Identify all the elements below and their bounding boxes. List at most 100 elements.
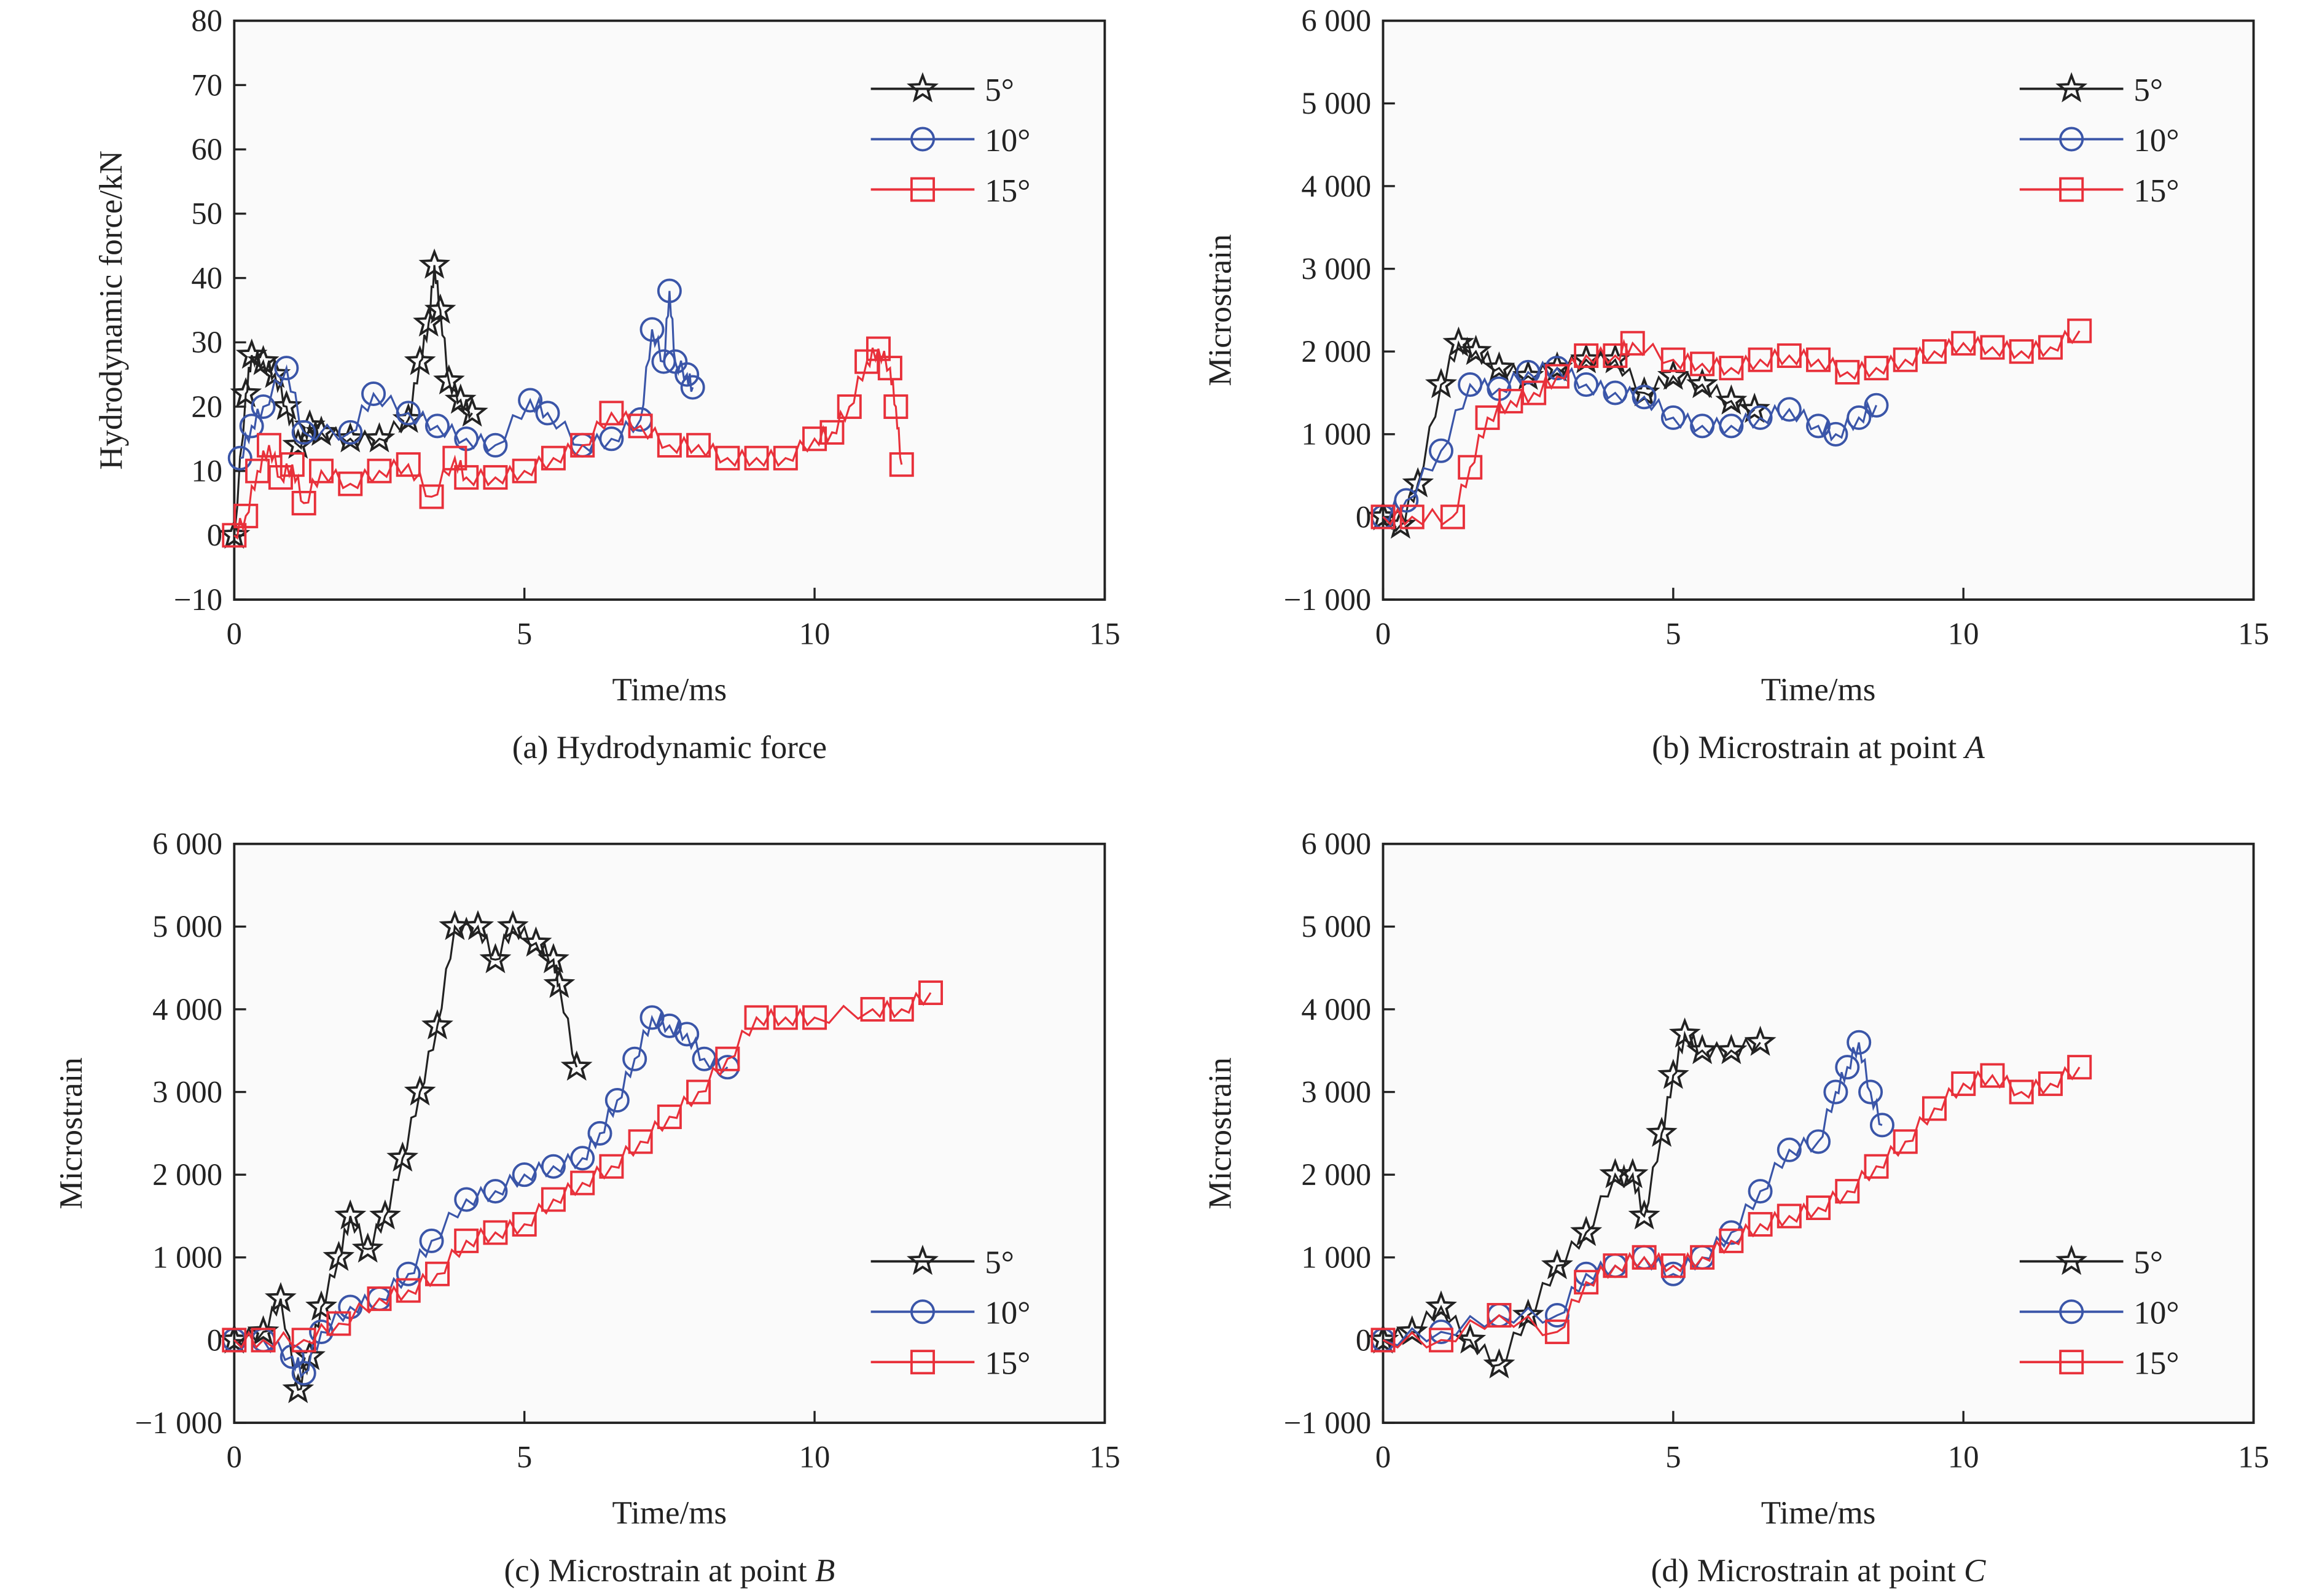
data-point xyxy=(1686,1033,1719,1065)
caption-point-letter: C xyxy=(1964,1553,1986,1589)
data-point xyxy=(1428,438,1453,463)
series-line xyxy=(233,265,473,536)
data-point xyxy=(218,518,251,549)
y-tick-label: 70 xyxy=(191,68,222,102)
data-point xyxy=(424,1261,450,1286)
data-point xyxy=(1951,1071,1976,1097)
data-point xyxy=(802,1005,827,1030)
data-point xyxy=(483,1220,508,1245)
data-point xyxy=(512,1211,537,1237)
data-point xyxy=(334,1199,367,1230)
data-point xyxy=(541,445,566,471)
data-point xyxy=(674,362,700,387)
series-15deg xyxy=(1370,318,2092,530)
y-tick-label: 4 000 xyxy=(152,992,222,1027)
data-point xyxy=(1864,1154,1889,1179)
panel-caption: (d) Microstrain at point C xyxy=(1651,1553,1986,1589)
data-point xyxy=(512,1162,537,1187)
plot-area xyxy=(1382,19,2255,601)
y-tick-label: 5 000 xyxy=(152,909,222,944)
data-point xyxy=(282,1373,315,1404)
data-point xyxy=(2009,1079,2034,1105)
y-tick-label: 0 xyxy=(1356,1323,1371,1357)
data-point xyxy=(1835,1179,1860,1204)
data-point xyxy=(1835,1055,1860,1080)
data-point xyxy=(1660,347,1686,372)
data-point xyxy=(1748,1179,1773,1204)
data-point xyxy=(1370,1328,1396,1353)
data-point xyxy=(1632,385,1657,410)
y-tick-label: 1 000 xyxy=(1301,1240,1371,1275)
y-axis-label: Hydrodynamic force/kN xyxy=(93,151,129,470)
y-tick-label: −1 000 xyxy=(135,1406,222,1440)
y-tick-label: 1 000 xyxy=(1301,417,1371,452)
data-point xyxy=(227,445,252,471)
x-tick-label: 0 xyxy=(1375,1439,1391,1474)
data-point xyxy=(1777,343,1802,368)
y-tick-label: 80 xyxy=(191,4,222,38)
data-point xyxy=(570,1146,595,1171)
y-tick-label: 3 000 xyxy=(1301,251,1371,286)
legend-entry: 5° xyxy=(870,72,1014,108)
y-tick-label: 10 xyxy=(191,454,222,488)
data-point xyxy=(651,349,676,374)
y-tick-label: 2 000 xyxy=(1301,334,1371,369)
data-point xyxy=(282,428,315,459)
legend-label: 5° xyxy=(985,72,1014,108)
legend-entry: 15° xyxy=(2019,1345,2179,1381)
series-10deg xyxy=(222,1005,740,1386)
data-point xyxy=(587,1121,612,1146)
data-point xyxy=(1574,343,1599,368)
data-point xyxy=(1893,347,1918,372)
caption-text: (a) Hydrodynamic force xyxy=(512,730,827,765)
data-point xyxy=(680,375,705,400)
data-point xyxy=(657,432,682,458)
data-point xyxy=(1690,351,1715,377)
series-line xyxy=(233,917,578,1391)
data-point xyxy=(773,1005,798,1030)
legend-marker xyxy=(2059,1350,2084,1375)
data-point xyxy=(802,426,827,452)
data-point xyxy=(1980,1063,2005,1088)
legend-label: 10° xyxy=(985,123,1030,158)
data-point xyxy=(456,396,488,427)
data-point xyxy=(404,1075,436,1106)
plot-area xyxy=(233,19,1106,601)
data-point xyxy=(1719,413,1744,439)
data-point xyxy=(404,345,436,375)
data-point xyxy=(639,317,665,342)
legend-marker xyxy=(910,1350,935,1375)
data-point xyxy=(257,432,282,458)
x-tick-label: 10 xyxy=(799,616,831,651)
data-point xyxy=(1541,1249,1573,1280)
data-point xyxy=(338,420,363,445)
x-tick-label: 15 xyxy=(1089,616,1120,651)
data-point xyxy=(419,484,444,509)
data-point xyxy=(674,1022,700,1047)
data-point xyxy=(1835,359,1860,385)
plot-area xyxy=(1382,842,2255,1424)
data-point xyxy=(1458,455,1483,480)
series-15deg xyxy=(222,336,914,548)
legend-marker xyxy=(2055,72,2088,103)
y-tick-label: −10 xyxy=(174,582,222,617)
data-point xyxy=(1777,1137,1802,1162)
data-point xyxy=(657,278,682,303)
data-point xyxy=(1574,372,1599,397)
legend-label: 5° xyxy=(2133,1245,2163,1281)
data-point xyxy=(305,1290,337,1321)
data-point xyxy=(1394,488,1419,513)
y-tick-label: 6 000 xyxy=(1301,827,1371,861)
data-point xyxy=(543,968,576,998)
data-point xyxy=(1864,356,1889,381)
legend-label: 15° xyxy=(985,173,1030,209)
data-point xyxy=(1806,347,1831,372)
x-axis-label: Time/ms xyxy=(1761,672,1876,708)
data-point xyxy=(520,926,552,957)
y-tick-label: 2 000 xyxy=(152,1157,222,1192)
data-point xyxy=(837,394,862,419)
data-point xyxy=(1425,1290,1457,1321)
data-point xyxy=(1715,384,1748,415)
series-5deg xyxy=(218,910,593,1404)
